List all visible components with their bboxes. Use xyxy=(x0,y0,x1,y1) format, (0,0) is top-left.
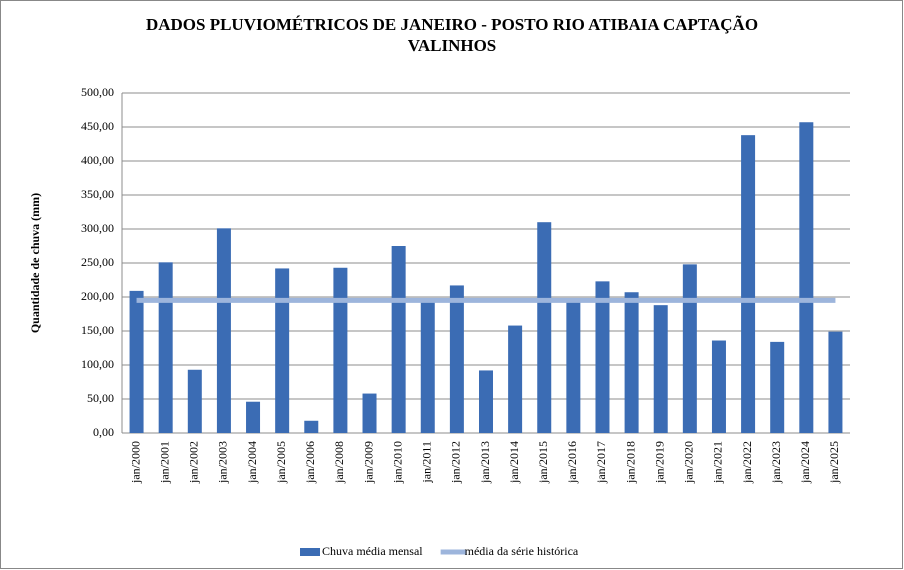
x-tick-label: jan/2016 xyxy=(565,441,579,484)
x-tick-label: jan/2022 xyxy=(740,441,754,484)
bar xyxy=(741,135,756,433)
bar xyxy=(566,302,581,433)
y-tick-label: 0,00 xyxy=(93,425,114,439)
bar xyxy=(420,299,435,433)
bar xyxy=(158,262,173,433)
x-tick-label: jan/2012 xyxy=(449,441,463,484)
x-tick-label: jan/2000 xyxy=(128,441,142,484)
x-tick-label: jan/2013 xyxy=(478,441,492,484)
bar xyxy=(333,267,348,433)
legend-label: média da série histórica xyxy=(465,544,579,558)
y-tick-label: 200,00 xyxy=(81,289,114,303)
x-tick-label: jan/2024 xyxy=(798,441,812,484)
bar xyxy=(479,370,493,433)
y-tick-label: 400,00 xyxy=(81,153,114,167)
bar xyxy=(275,268,290,433)
bar xyxy=(682,264,697,433)
chart-title: VALINHOS xyxy=(408,36,497,55)
bar xyxy=(828,331,843,433)
bar xyxy=(799,122,814,434)
bar xyxy=(449,285,464,433)
x-tick-label: jan/2011 xyxy=(420,441,434,484)
x-tick-label: jan/2002 xyxy=(187,441,201,484)
x-tick-label: jan/2015 xyxy=(536,441,550,484)
y-tick-label: 150,00 xyxy=(81,323,114,337)
bar xyxy=(304,420,319,433)
x-tick-label: jan/2008 xyxy=(332,441,346,484)
bar xyxy=(362,393,377,433)
x-tick-label: jan/2004 xyxy=(245,441,259,484)
x-tick-label: jan/2006 xyxy=(303,441,317,484)
x-tick-label: jan/2019 xyxy=(652,441,666,484)
bar xyxy=(770,341,785,433)
bar xyxy=(537,222,552,433)
x-tick-label: jan/2023 xyxy=(769,441,783,484)
bar xyxy=(391,246,406,433)
y-tick-label: 100,00 xyxy=(81,357,114,371)
bar xyxy=(187,369,202,433)
x-tick-label: jan/2018 xyxy=(623,441,637,484)
bar xyxy=(508,325,523,433)
x-tick-label: jan/2021 xyxy=(711,441,725,484)
chart-title: DADOS PLUVIOMÉTRICOS DE JANEIRO - POSTO … xyxy=(146,15,758,34)
x-tick-label: jan/2017 xyxy=(594,441,608,484)
x-tick-label: jan/2014 xyxy=(507,441,521,484)
y-tick-label: 450,00 xyxy=(81,119,114,133)
bar xyxy=(246,401,261,433)
bar xyxy=(711,340,726,433)
legend-label: Chuva média mensal xyxy=(322,544,423,558)
bar xyxy=(653,305,668,433)
y-tick-label: 250,00 xyxy=(81,255,114,269)
y-tick-label: 300,00 xyxy=(81,221,114,235)
y-axis-label: Quantidade de chuva (mm) xyxy=(28,193,42,333)
bar xyxy=(624,292,639,433)
x-tick-label: jan/2005 xyxy=(274,441,288,484)
x-tick-label: jan/2010 xyxy=(390,441,404,484)
y-tick-label: 50,00 xyxy=(87,391,114,405)
bar xyxy=(595,281,610,433)
bar xyxy=(129,290,144,433)
bar xyxy=(216,228,231,433)
x-tick-label: jan/2001 xyxy=(157,441,171,484)
y-tick-label: 350,00 xyxy=(81,187,114,201)
x-tick-label: jan/2003 xyxy=(216,441,230,484)
x-tick-label: jan/2020 xyxy=(682,441,696,484)
y-tick-label: 500,00 xyxy=(81,85,114,99)
legend-swatch xyxy=(300,548,320,556)
x-tick-label: jan/2025 xyxy=(827,441,841,484)
x-tick-label: jan/2009 xyxy=(361,441,375,484)
